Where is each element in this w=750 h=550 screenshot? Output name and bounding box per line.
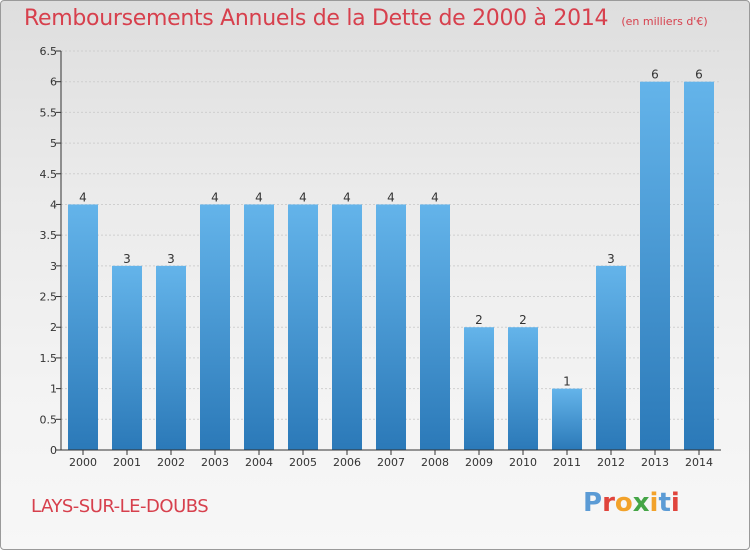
bar bbox=[68, 204, 98, 450]
y-tick-label: 0.5 bbox=[40, 413, 58, 426]
x-tick-label: 2001 bbox=[113, 456, 141, 469]
bar bbox=[332, 204, 362, 450]
y-tick-label: 3 bbox=[50, 260, 57, 273]
bar-value-label: 6 bbox=[651, 68, 659, 82]
y-tick-label: 0 bbox=[50, 444, 57, 457]
title-row: Remboursements Annuels de la Dette de 20… bbox=[24, 6, 708, 31]
bar-value-label: 4 bbox=[343, 190, 351, 204]
bar bbox=[464, 327, 494, 450]
y-tick-label: 4.5 bbox=[40, 168, 58, 181]
bar-value-label: 6 bbox=[695, 68, 703, 82]
bar-value-label: 3 bbox=[167, 252, 175, 266]
logo-letter: P bbox=[583, 488, 603, 518]
x-tick-label: 2002 bbox=[157, 456, 185, 469]
y-tick-label: 5 bbox=[50, 137, 57, 150]
x-tick-label: 2010 bbox=[509, 456, 537, 469]
bar-value-label: 3 bbox=[123, 252, 131, 266]
bar bbox=[200, 204, 230, 450]
bar-value-label: 4 bbox=[299, 190, 307, 204]
logo-letter: i bbox=[649, 488, 659, 518]
logo-letter: i bbox=[670, 488, 680, 518]
y-tick-label: 2.5 bbox=[40, 291, 58, 304]
x-tick-label: 2013 bbox=[641, 456, 669, 469]
bar bbox=[244, 204, 274, 450]
logo-letter: x bbox=[632, 488, 650, 518]
x-tick-label: 2000 bbox=[69, 456, 97, 469]
y-tick-label: 3.5 bbox=[40, 229, 58, 242]
bar-value-label: 2 bbox=[519, 313, 527, 327]
x-tick-label: 2007 bbox=[377, 456, 405, 469]
bar-value-label: 4 bbox=[431, 190, 439, 204]
bar-value-label: 4 bbox=[211, 190, 219, 204]
x-tick-label: 2012 bbox=[597, 456, 625, 469]
bar-value-label: 2 bbox=[475, 313, 483, 327]
y-tick-label: 6.5 bbox=[40, 45, 58, 58]
y-tick-label: 2 bbox=[50, 321, 57, 334]
x-tick-label: 2008 bbox=[421, 456, 449, 469]
bar-value-label: 4 bbox=[255, 190, 263, 204]
bar bbox=[640, 81, 670, 450]
proxiti-logo: Proxiti bbox=[583, 488, 680, 518]
y-tick-label: 6 bbox=[50, 76, 57, 89]
x-tick-label: 2011 bbox=[553, 456, 581, 469]
bar bbox=[376, 204, 406, 450]
bar bbox=[288, 204, 318, 450]
bar-value-label: 4 bbox=[387, 190, 395, 204]
chart-title: Remboursements Annuels de la Dette de 20… bbox=[24, 6, 609, 31]
chart-subtitle: (en milliers d'€) bbox=[621, 15, 708, 28]
bar bbox=[552, 388, 582, 450]
place-name: LAYS-SUR-LE-DOUBS bbox=[31, 496, 209, 517]
bar bbox=[156, 265, 186, 450]
x-tick-label: 2006 bbox=[333, 456, 361, 469]
x-tick-label: 2009 bbox=[465, 456, 493, 469]
y-tick-label: 1.5 bbox=[40, 352, 58, 365]
bar-value-label: 4 bbox=[79, 190, 87, 204]
bar-value-label: 1 bbox=[563, 375, 571, 389]
logo-letter: r bbox=[602, 488, 615, 518]
bar bbox=[112, 265, 142, 450]
logo-letter: o bbox=[614, 488, 633, 518]
x-tick-label: 2003 bbox=[201, 456, 229, 469]
bar bbox=[596, 265, 626, 450]
y-tick-label: 4 bbox=[50, 198, 57, 211]
bar bbox=[508, 327, 538, 450]
logo-letter: t bbox=[658, 488, 671, 518]
x-tick-label: 2005 bbox=[289, 456, 317, 469]
x-tick-label: 2014 bbox=[685, 456, 713, 469]
x-tick-label: 2004 bbox=[245, 456, 273, 469]
bar bbox=[684, 81, 714, 450]
bar-value-label: 3 bbox=[607, 252, 615, 266]
bar bbox=[420, 204, 450, 450]
y-tick-label: 1 bbox=[50, 383, 57, 396]
y-tick-label: 5.5 bbox=[40, 106, 58, 119]
